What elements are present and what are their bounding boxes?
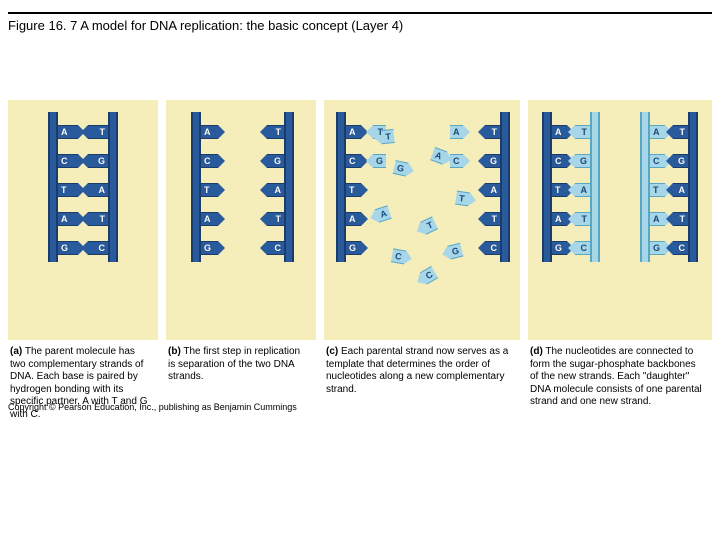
top-rule [8, 12, 712, 14]
nucleotide-base: T [478, 212, 500, 226]
nucleotide-base: A [450, 125, 470, 139]
copyright-notice: Copyright © Pearson Education, Inc., pub… [8, 402, 297, 412]
nucleotide-base: A [201, 212, 225, 226]
nucleotide-base: T [414, 216, 438, 237]
nucleotide-base: G [260, 154, 284, 168]
nucleotide-base: T [260, 125, 284, 139]
nucleotide-base: T [666, 212, 688, 226]
nucleotide-base: T [568, 125, 590, 139]
nucleotide-base: G [366, 154, 386, 168]
panel-c: ATCGTAATGCTAGCAGTACGTTC (c) Each parenta… [324, 100, 520, 421]
dna-backbone [108, 112, 118, 262]
nucleotide-base: C [450, 154, 470, 168]
panel-b-caption: (b) The first step in replication is sep… [166, 340, 316, 384]
nucleotide-base: C [201, 154, 225, 168]
nucleotide-base: G [346, 241, 368, 255]
dna-backbone [590, 112, 600, 262]
panel-c-diagram: ATCGTAATGCTAGCAGTACGTTC [324, 100, 520, 340]
nucleotide-base: T [455, 191, 477, 208]
dna-backbone [500, 112, 510, 262]
nucleotide-base: G [201, 241, 225, 255]
panel-d: ATATCGCGTATAATATGCGC (d) The nucleotides… [528, 100, 712, 421]
nucleotide-base: A [201, 125, 225, 139]
figure-title: Figure 16. 7 A model for DNA replication… [8, 18, 403, 33]
nucleotide-base: G [81, 154, 108, 168]
nucleotide-base: A [478, 183, 500, 197]
nucleotide-base: C [414, 266, 438, 288]
panel-row: ATCGTAATGC (a) The parent molecule has t… [8, 100, 712, 421]
nucleotide-base: T [81, 212, 108, 226]
dna-backbone [336, 112, 346, 262]
panel-d-diagram: ATATCGCGTATAATATGCGC [528, 100, 712, 340]
nucleotide-base: C [478, 241, 500, 255]
panel-a: ATCGTAATGC (a) The parent molecule has t… [8, 100, 158, 421]
nucleotide-base: A [81, 183, 108, 197]
nucleotide-base: A [260, 183, 284, 197]
nucleotide-base: G [393, 160, 415, 178]
nucleotide-base: A [568, 183, 590, 197]
nucleotide-base: G [666, 154, 688, 168]
nucleotide-base: G [478, 154, 500, 168]
nucleotide-base: C [260, 241, 284, 255]
dna-backbone [640, 112, 650, 262]
nucleotide-base: A [346, 125, 368, 139]
panel-b-diagram: A T C G T A A T G C [166, 100, 316, 340]
nucleotide-base: C [391, 248, 413, 265]
nucleotide-base: C [568, 241, 590, 255]
nucleotide-base: T [666, 125, 688, 139]
nucleotide-base: C [666, 241, 688, 255]
panel-d-caption: (d) The nucleotides are connected to for… [528, 340, 712, 409]
nucleotide-base: T [478, 125, 500, 139]
panel-a-diagram: ATCGTAATGC [8, 100, 158, 340]
nucleotide-base: T [81, 125, 108, 139]
nucleotide-base: A [346, 212, 368, 226]
nucleotide-base: C [346, 154, 368, 168]
nucleotide-base: T [260, 212, 284, 226]
nucleotide-base: T [201, 183, 225, 197]
dna-backbone [191, 112, 201, 262]
nucleotide-base: A [368, 205, 391, 224]
nucleotide-base: C [81, 241, 108, 255]
dna-backbone [48, 112, 58, 262]
nucleotide-base: G [441, 243, 464, 261]
nucleotide-base: T [568, 212, 590, 226]
nucleotide-base: A [666, 183, 688, 197]
panel-c-caption: (c) Each parental strand now serves as a… [324, 340, 520, 396]
panel-b: A T C G T A A T G C (b) The first step in replica… [166, 100, 316, 421]
dna-backbone [542, 112, 552, 262]
dna-backbone [284, 112, 294, 262]
dna-backbone [688, 112, 698, 262]
nucleotide-base: G [568, 154, 590, 168]
nucleotide-base: T [346, 183, 368, 197]
